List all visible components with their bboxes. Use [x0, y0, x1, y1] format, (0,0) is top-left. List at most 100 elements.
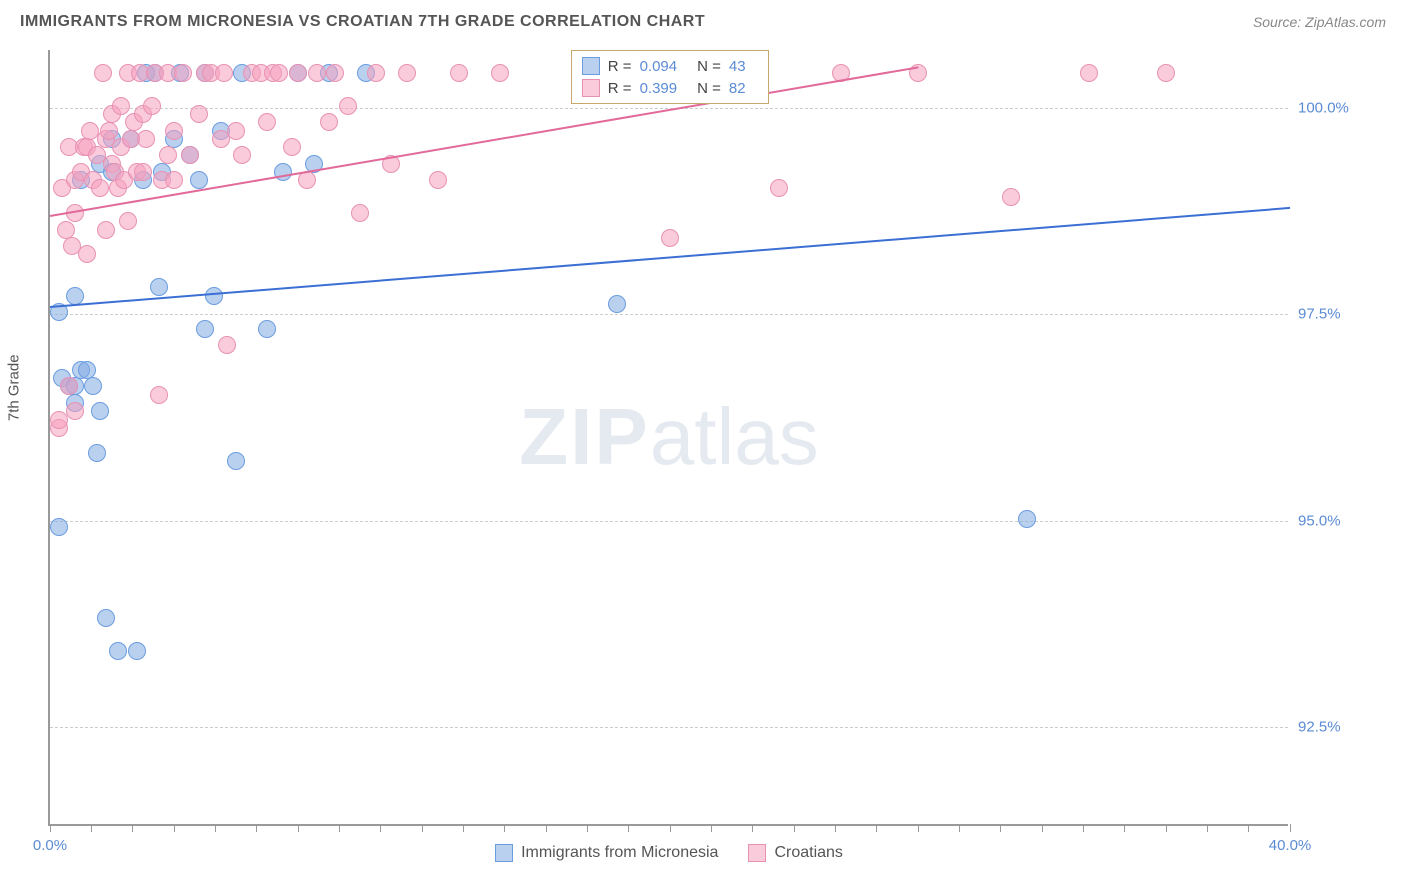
x-tick	[546, 824, 547, 832]
data-point	[367, 64, 385, 82]
x-tick	[835, 824, 836, 832]
data-point	[351, 204, 369, 222]
data-point	[181, 146, 199, 164]
data-point	[134, 163, 152, 181]
data-point	[174, 64, 192, 82]
data-point	[233, 146, 251, 164]
x-tick	[174, 824, 175, 832]
data-point	[491, 64, 509, 82]
data-point	[97, 221, 115, 239]
chart-title: IMMIGRANTS FROM MICRONESIA VS CROATIAN 7…	[20, 13, 705, 31]
x-tick	[1207, 824, 1208, 832]
x-tick	[1166, 824, 1167, 832]
data-point	[339, 97, 357, 115]
stat-r-value: 0.094	[640, 58, 678, 75]
data-point	[770, 179, 788, 197]
x-tick	[711, 824, 712, 832]
y-tick-label: 92.5%	[1298, 718, 1378, 735]
data-point	[429, 171, 447, 189]
x-tick	[132, 824, 133, 832]
data-point	[109, 642, 127, 660]
data-point	[227, 452, 245, 470]
data-point	[66, 287, 84, 305]
data-point	[112, 97, 130, 115]
data-point	[218, 336, 236, 354]
stat-n-value: 82	[729, 80, 746, 97]
data-point	[215, 64, 233, 82]
data-point	[205, 287, 223, 305]
x-tick	[422, 824, 423, 832]
data-point	[227, 122, 245, 140]
data-point	[78, 361, 96, 379]
x-tick	[1000, 824, 1001, 832]
data-point	[91, 402, 109, 420]
data-point	[78, 245, 96, 263]
gridline	[50, 521, 1288, 522]
gridline	[50, 314, 1288, 315]
data-point	[1157, 64, 1175, 82]
data-point	[150, 278, 168, 296]
data-point	[150, 386, 168, 404]
data-point	[398, 64, 416, 82]
x-tick	[628, 824, 629, 832]
legend-label: Immigrants from Micronesia	[521, 844, 718, 862]
data-point	[258, 113, 276, 131]
x-tick	[1124, 824, 1125, 832]
data-point	[100, 122, 118, 140]
data-point	[143, 97, 161, 115]
x-tick	[752, 824, 753, 832]
data-point	[119, 212, 137, 230]
x-tick	[1248, 824, 1249, 832]
x-tick	[380, 824, 381, 832]
x-tick	[794, 824, 795, 832]
y-axis-label: 7th Grade	[6, 354, 23, 421]
data-point	[165, 122, 183, 140]
x-tick	[959, 824, 960, 832]
data-point	[50, 518, 68, 536]
data-point	[84, 377, 102, 395]
y-tick-label: 95.0%	[1298, 512, 1378, 529]
trend-line	[50, 207, 1290, 308]
legend-item: Immigrants from Micronesia	[495, 844, 718, 862]
stat-r-label: R =	[608, 80, 632, 97]
x-tick	[587, 824, 588, 832]
data-point	[94, 64, 112, 82]
stat-r-value: 0.399	[640, 80, 678, 97]
data-point	[450, 64, 468, 82]
stat-n-label: N =	[697, 80, 721, 97]
x-tick	[463, 824, 464, 832]
legend-swatch	[582, 57, 600, 75]
x-tick	[50, 824, 51, 832]
x-tick	[504, 824, 505, 832]
data-point	[270, 64, 288, 82]
data-point	[289, 64, 307, 82]
data-point	[190, 171, 208, 189]
legend-item: Croatians	[748, 844, 842, 862]
data-point	[66, 402, 84, 420]
stat-n-value: 43	[729, 58, 746, 75]
x-tick	[876, 824, 877, 832]
x-tick	[1290, 824, 1291, 832]
gridline	[50, 727, 1288, 728]
stat-n-label: N =	[697, 58, 721, 75]
data-point	[283, 138, 301, 156]
data-point	[196, 320, 214, 338]
x-tick	[1083, 824, 1084, 832]
legend-swatch	[495, 844, 513, 862]
legend-label: Croatians	[774, 844, 842, 862]
data-point	[1002, 188, 1020, 206]
data-point	[1080, 64, 1098, 82]
chart-header: IMMIGRANTS FROM MICRONESIA VS CROATIAN 7…	[0, 0, 1406, 36]
scatter-chart: ZIPatlas 92.5%95.0%97.5%100.0%0.0%40.0%R…	[48, 50, 1288, 826]
data-point	[159, 146, 177, 164]
y-tick-label: 97.5%	[1298, 306, 1378, 323]
x-tick	[215, 824, 216, 832]
legend-swatch	[582, 79, 600, 97]
watermark: ZIPatlas	[519, 391, 818, 483]
data-point	[308, 64, 326, 82]
legend-swatch	[748, 844, 766, 862]
data-point	[97, 609, 115, 627]
x-tick	[918, 824, 919, 832]
stat-r-label: R =	[608, 58, 632, 75]
data-point	[258, 320, 276, 338]
